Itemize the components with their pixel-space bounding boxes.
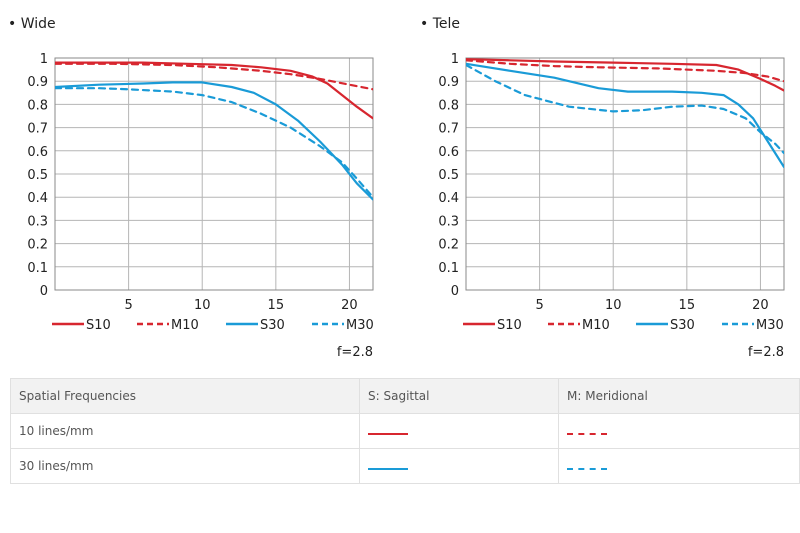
x-tick-label: 15 <box>679 298 696 313</box>
sagittal-30-sample-cell <box>359 448 559 484</box>
sagittal-30-line-sample <box>368 468 408 470</box>
aperture-label: f=2.8 <box>337 345 373 360</box>
meridional-30-sample-cell <box>558 448 800 484</box>
legend-label-m30: M30 <box>346 318 374 333</box>
y-tick-label: 0.7 <box>438 122 459 137</box>
x-tick-label: 20 <box>341 298 358 313</box>
sagittal-10-line-sample <box>368 433 408 435</box>
plot-frame <box>54 57 374 291</box>
y-tick-label: 0 <box>451 284 459 299</box>
table-row: 30 lines/mm <box>10 448 800 484</box>
row-label-10: 10 lines/mm <box>10 413 360 449</box>
legend-label-s30: S30 <box>670 318 695 333</box>
legend-label-s10: S10 <box>497 318 522 333</box>
chart-title: • Wide <box>8 16 56 32</box>
series-line-s30 <box>55 81 373 201</box>
y-tick-label: 0.8 <box>27 98 48 113</box>
series-line-m10 <box>55 62 373 91</box>
y-tick-label: 0.3 <box>438 214 459 229</box>
y-tick-label: 1 <box>40 52 48 67</box>
y-tick-label: 0.1 <box>438 261 459 276</box>
table-header-row: Spatial Frequencies S: Sagittal M: Merid… <box>10 378 800 414</box>
sagittal-10-sample-cell <box>359 413 559 449</box>
x-tick-label: 10 <box>605 298 622 313</box>
x-tick-label: 10 <box>194 298 211 313</box>
meridional-10-sample-cell <box>558 413 800 449</box>
chart-title: • Tele <box>420 16 460 32</box>
series-line-m10 <box>466 59 784 83</box>
legend-label-s30: S30 <box>260 318 285 333</box>
legend-label-m30: M30 <box>756 318 784 333</box>
x-tick-label: 5 <box>535 298 543 313</box>
x-tick-label: 15 <box>268 298 285 313</box>
y-tick-label: 0.9 <box>438 75 459 90</box>
y-tick-label: 0.2 <box>438 238 459 253</box>
y-tick-label: 0.5 <box>438 168 459 183</box>
meridional-30-line-sample <box>567 468 607 470</box>
legend-label-s10: S10 <box>86 318 111 333</box>
table-row: 10 lines/mm <box>10 413 800 449</box>
series-line-s30 <box>466 62 784 169</box>
x-tick-label: 5 <box>124 298 132 313</box>
header-sagittal: S: Sagittal <box>359 378 559 414</box>
y-tick-label: 0.6 <box>27 145 48 160</box>
y-tick-label: 0.5 <box>27 168 48 183</box>
y-tick-label: 0.8 <box>438 98 459 113</box>
series-line-m30 <box>55 87 373 199</box>
y-tick-label: 0.4 <box>438 191 459 206</box>
y-tick-label: 0.3 <box>27 214 48 229</box>
y-tick-label: 0.7 <box>27 122 48 137</box>
legend-label-m10: M10 <box>171 318 199 333</box>
x-tick-label: 20 <box>752 298 769 313</box>
y-tick-label: 0.9 <box>27 75 48 90</box>
mtf-legend-table: Spatial Frequencies S: Sagittal M: Merid… <box>10 378 800 484</box>
header-spatial-frequencies: Spatial Frequencies <box>10 378 360 414</box>
y-tick-label: 0.4 <box>27 191 48 206</box>
series-line-s10 <box>55 61 373 120</box>
y-tick-label: 0 <box>40 284 48 299</box>
series-line-s10 <box>466 58 784 92</box>
y-tick-label: 0.1 <box>27 261 48 276</box>
y-tick-label: 1 <box>451 52 459 67</box>
row-label-30: 30 lines/mm <box>10 448 360 484</box>
plot-frame <box>465 57 785 291</box>
series-line-m30 <box>466 63 784 155</box>
legend-label-m10: M10 <box>582 318 610 333</box>
y-tick-label: 0.2 <box>27 238 48 253</box>
meridional-10-line-sample <box>567 433 607 435</box>
y-tick-label: 0.6 <box>438 145 459 160</box>
aperture-label: f=2.8 <box>748 345 784 360</box>
header-meridional: M: Meridional <box>558 378 800 414</box>
